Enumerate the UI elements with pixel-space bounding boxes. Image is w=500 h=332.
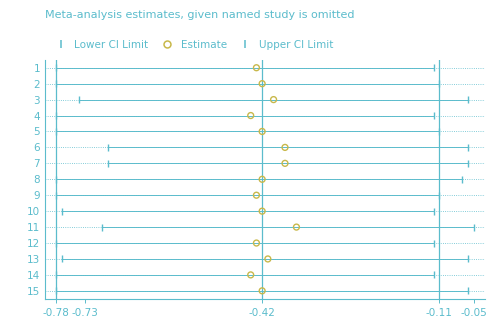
Point xyxy=(246,272,254,278)
Point xyxy=(281,161,289,166)
Legend: Lower CI Limit, Estimate, Upper CI Limit: Lower CI Limit, Estimate, Upper CI Limit xyxy=(50,40,334,50)
Point xyxy=(264,256,272,262)
Point xyxy=(252,193,260,198)
Point xyxy=(270,97,278,102)
Point xyxy=(281,145,289,150)
Text: Meta-analysis estimates, given named study is omitted: Meta-analysis estimates, given named stu… xyxy=(45,10,354,20)
Point xyxy=(292,224,300,230)
Point xyxy=(252,240,260,246)
Point xyxy=(258,81,266,86)
Point xyxy=(258,288,266,293)
Point xyxy=(258,177,266,182)
Point xyxy=(252,65,260,70)
Point xyxy=(258,208,266,214)
Point xyxy=(258,129,266,134)
Point xyxy=(246,113,254,118)
